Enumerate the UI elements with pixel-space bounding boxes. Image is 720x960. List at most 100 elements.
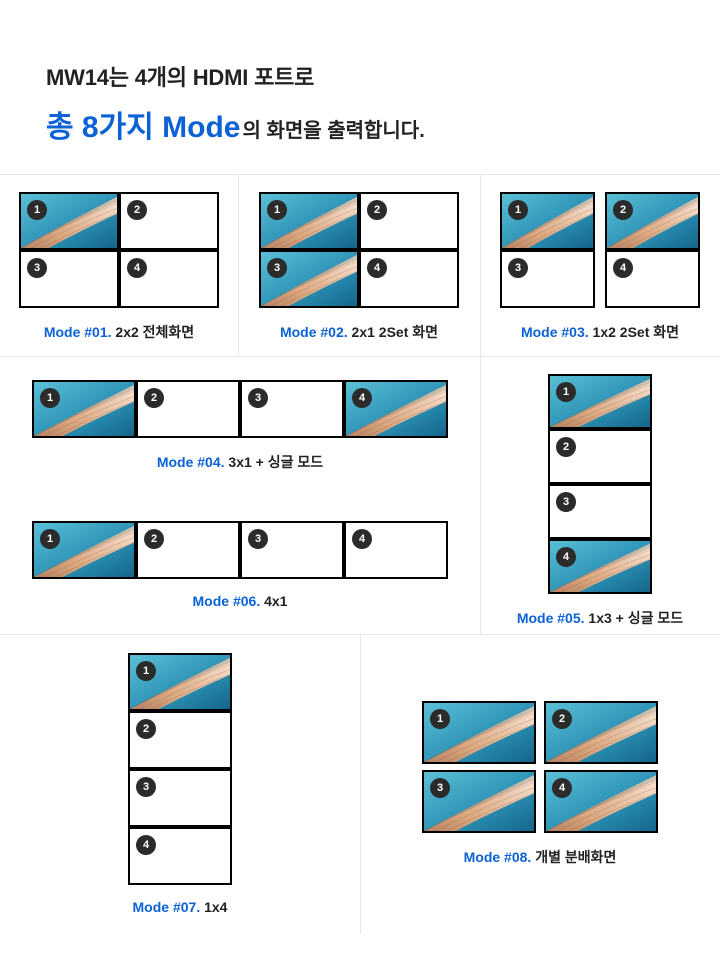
headline: MW14는 4개의 HDMI 포트로 총 8가지 Mode의 화면을 출력합니다… — [0, 0, 720, 174]
tile-number-badge: 1 — [556, 382, 576, 402]
mode05-panel: 1 2 3 4 Mode #05. 1x3 + 싱글 모드 — [480, 356, 720, 646]
mode05-tile-2: 2 — [548, 429, 652, 484]
mode-label: 1x3 + 싱글 모드 — [588, 610, 683, 626]
tile-number-badge: 3 — [27, 258, 47, 278]
mode02-videowall: 1 2 3 4 — [259, 192, 459, 308]
mode08-tile-2: 2 — [544, 701, 658, 764]
divider — [0, 356, 720, 357]
mode06-tile-4: 4 — [344, 521, 448, 579]
mode06-tile-2: 2 — [136, 521, 240, 579]
mode04-panel: 1234Mode #04. 3x1 + 싱글 모드 — [0, 356, 480, 496]
divider — [360, 634, 361, 934]
mode-label: 1x2 2Set 화면 — [593, 324, 679, 340]
mode01-caption: Mode #01. 2x2 전체화면 — [44, 322, 194, 342]
mode03-panel: 1234Mode #03. 1x2 2Set 화면 — [480, 174, 720, 360]
mode-number: Mode #01. — [44, 324, 112, 340]
mode07-caption: Mode #07. 1x4 — [133, 899, 228, 915]
mode02-tile-3: 3 — [259, 250, 359, 308]
tile-number-badge: 1 — [508, 200, 528, 220]
mode-number: Mode #03. — [521, 324, 589, 340]
mode02-tile-2: 2 — [359, 192, 459, 250]
divider — [238, 174, 239, 356]
modes-grid: 1234Mode #01. 2x2 전체화면1234Mode #02. 2x1 … — [0, 174, 720, 934]
headline-rest: 의 화면을 출력합니다. — [242, 120, 424, 142]
mode-number: Mode #04. — [157, 454, 225, 470]
mode08-panel: 1 2 34 Mode #08. 개별 분배화면 — [360, 634, 720, 934]
mode03-videowall: 1234 — [500, 192, 700, 308]
tile-number-badge: 2 — [556, 437, 576, 457]
mode-number: Mode #07. — [133, 899, 201, 915]
tile-number-badge: 3 — [248, 529, 268, 549]
mode02-tile-1: 1 — [259, 192, 359, 250]
mode03-tile-1: 1 — [500, 192, 595, 250]
tile-number-badge: 2 — [613, 200, 633, 220]
mode-label: 1x4 — [204, 899, 227, 915]
headline-line1: MW14는 4개의 HDMI 포트로 — [46, 60, 674, 92]
tile-number-badge: 1 — [40, 529, 60, 549]
mode-number: Mode #02. — [280, 324, 348, 340]
mode05-caption: Mode #05. 1x3 + 싱글 모드 — [517, 608, 683, 628]
mode04-tile-4: 4 — [344, 380, 448, 438]
tile-number-badge: 2 — [136, 719, 156, 739]
mode-label: 개별 분배화면 — [535, 849, 616, 865]
mode08-tile-3: 3 — [422, 770, 536, 833]
tile-number-badge: 3 — [248, 388, 268, 408]
mode05-tile-4: 4 — [548, 539, 652, 594]
tile-number-badge: 4 — [552, 778, 572, 798]
mode02-caption: Mode #02. 2x1 2Set 화면 — [280, 322, 438, 342]
mode08-caption: Mode #08. 개별 분배화면 — [464, 847, 617, 867]
tile-number-badge: 3 — [136, 777, 156, 797]
mode08-tile-4: 4 — [544, 770, 658, 833]
tile-number-badge: 3 — [267, 258, 287, 278]
mode-number: Mode #05. — [517, 610, 585, 626]
tile-number-badge: 4 — [367, 258, 387, 278]
mode04-tile-1: 1 — [32, 380, 136, 438]
mode06-panel: 1 2 3 4 Mode #06. 4x1 — [0, 496, 480, 634]
tile-number-badge: 1 — [430, 709, 450, 729]
mode03-tile-2: 2 — [605, 192, 700, 250]
mode07-tile-3: 3 — [128, 769, 232, 827]
tile-number-badge: 2 — [552, 709, 572, 729]
mode01-tile-1: 1 — [19, 192, 119, 250]
mode02-tile-4: 4 — [359, 250, 459, 308]
mode01-panel: 1 2 3 4 Mode #01. 2x2 전체화면 — [0, 174, 238, 360]
mode05-videowall: 1 2 3 4 — [548, 374, 652, 594]
tile-number-badge: 2 — [144, 529, 164, 549]
tile-number-badge: 1 — [27, 200, 47, 220]
tile-number-badge: 1 — [267, 200, 287, 220]
tile-number-badge: 2 — [144, 388, 164, 408]
mode01-tile-2: 2 — [119, 192, 219, 250]
tile-number-badge: 3 — [556, 492, 576, 512]
mode03-tile-4: 4 — [605, 250, 700, 308]
mode05-tile-3: 3 — [548, 484, 652, 539]
tile-number-badge: 1 — [136, 661, 156, 681]
mode-label: 2x1 2Set 화면 — [352, 324, 438, 340]
mode08-videowall: 1 2 34 — [422, 701, 658, 833]
mode01-tile-3: 3 — [19, 250, 119, 308]
mode05-tile-1: 1 — [548, 374, 652, 429]
tile-number-badge: 1 — [40, 388, 60, 408]
mode07-tile-4: 4 — [128, 827, 232, 885]
mode02-panel: 1 2 3 4 Mode #02. 2x1 2Set 화면 — [238, 174, 480, 360]
mode04-tile-2: 2 — [136, 380, 240, 438]
mode-number: Mode #06. — [193, 593, 261, 609]
mode06-caption: Mode #06. 4x1 — [193, 593, 288, 609]
tile-number-badge: 4 — [136, 835, 156, 855]
tile-number-badge: 4 — [127, 258, 147, 278]
mode08-tile-1: 1 — [422, 701, 536, 764]
tile-number-badge: 4 — [352, 388, 372, 408]
mode07-tile-2: 2 — [128, 711, 232, 769]
mode03-caption: Mode #03. 1x2 2Set 화면 — [521, 322, 679, 342]
tile-number-badge: 4 — [556, 547, 576, 567]
mode04-videowall: 1 2 3 4 — [32, 380, 448, 438]
mode-number: Mode #08. — [464, 849, 532, 865]
mode07-tile-1: 1 — [128, 653, 232, 711]
mode-label: 4x1 — [264, 593, 287, 609]
tile-number-badge: 4 — [613, 258, 633, 278]
headline-line2: 총 8가지 Mode의 화면을 출력합니다. — [46, 102, 674, 146]
mode06-tile-1: 1 — [32, 521, 136, 579]
divider — [480, 356, 481, 634]
tile-number-badge: 2 — [367, 200, 387, 220]
mode-label: 2x2 전체화면 — [115, 324, 194, 340]
headline-emph: 총 8가지 Mode — [46, 111, 240, 144]
